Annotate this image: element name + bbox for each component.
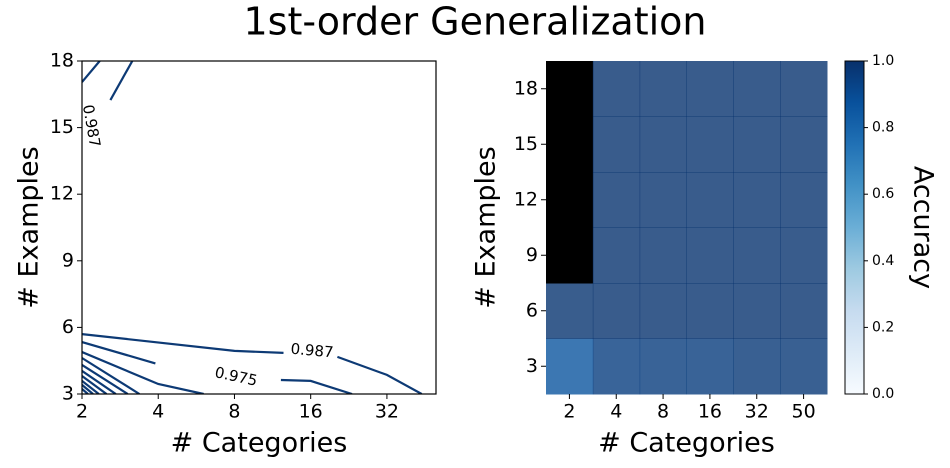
heatmap-cell — [733, 338, 781, 395]
contour-line — [82, 369, 117, 394]
contour-line — [82, 384, 94, 394]
heatmap-cell — [592, 61, 641, 117]
heatmap-cell — [546, 172, 594, 228]
heatmap-cell — [686, 172, 734, 228]
heatmap-cell — [639, 283, 687, 339]
contour-line — [280, 378, 353, 394]
colorbar-title: Accuracy — [908, 166, 939, 289]
x-tick-label: 8 — [657, 401, 669, 423]
y-tick-label: 18 — [514, 77, 538, 99]
plot-frame — [81, 60, 437, 395]
x-tick-label: 2 — [76, 401, 88, 423]
y-axis-title: # Examples — [471, 146, 502, 308]
y-tick-label: 12 — [514, 188, 538, 210]
heatmap-cell — [780, 116, 828, 173]
heatmap-cell — [592, 283, 641, 339]
x-tick-label: 32 — [375, 401, 399, 423]
heatmap-cell — [780, 227, 828, 284]
heatmap-cell — [780, 283, 828, 339]
contour-line — [82, 333, 284, 354]
contour-line — [82, 350, 204, 394]
x-tick-label: 32 — [745, 401, 769, 423]
heatmap-cell — [780, 61, 828, 117]
heatmap-cell — [639, 61, 687, 117]
x-tick-label: 2 — [563, 401, 575, 423]
colorbar-tick-label: 0.0 — [872, 386, 894, 402]
heatmap-cell — [686, 227, 734, 284]
heatmap-cell — [592, 116, 641, 173]
heatmap-cell — [592, 227, 641, 284]
y-tick-label: 6 — [62, 316, 74, 338]
heatmap-cell — [733, 172, 781, 228]
heatmap-cell — [686, 61, 734, 117]
heatmap-cell — [639, 116, 687, 173]
heatmap-cell — [686, 116, 734, 173]
colorbar-tick-label: 0.2 — [872, 319, 894, 335]
colorbar-tick-label: 0.8 — [872, 120, 894, 136]
y-tick-label: 15 — [514, 133, 538, 155]
y-tick-label: 9 — [62, 249, 74, 271]
y-tick-label: 3 — [62, 383, 74, 405]
x-axis-title: # Categories — [598, 428, 775, 459]
heatmap-cell — [686, 338, 734, 395]
colorbar-tick-label: 0.4 — [872, 253, 894, 269]
x-tick-label: 50 — [791, 401, 815, 423]
heatmap-cell — [546, 227, 594, 284]
y-axis-title: # Examples — [14, 146, 45, 308]
heatmap-cell — [780, 172, 828, 228]
heatmap-cell — [733, 283, 781, 339]
heatmap-cell — [733, 116, 781, 173]
x-axis-title: # Categories — [171, 428, 348, 459]
contour-line — [82, 357, 140, 394]
y-tick-label: 9 — [526, 244, 538, 266]
heatmap-cell — [733, 227, 781, 284]
x-tick-label: 4 — [610, 401, 622, 423]
figure-title: 1st-order Generalization — [243, 0, 706, 44]
y-tick-label: 12 — [50, 183, 74, 205]
y-tick-label: 18 — [50, 50, 74, 72]
heatmap-cell — [592, 172, 641, 228]
contour-label: 0.987 — [79, 103, 104, 148]
heatmap-cell — [546, 61, 594, 117]
contour-lines — [82, 61, 423, 394]
contour-line — [82, 375, 108, 394]
contour-line — [337, 355, 423, 394]
contour-line — [109, 61, 134, 101]
heatmap-cell — [546, 283, 594, 339]
heatmap-cell — [733, 61, 781, 117]
x-tick-label: 16 — [698, 401, 722, 423]
x-tick-label: 8 — [228, 401, 240, 423]
heatmap-cell — [592, 338, 641, 395]
contour-line — [82, 61, 101, 83]
heatmap-cell — [546, 338, 594, 395]
heatmap-cell — [639, 172, 687, 228]
heatmap-cell — [639, 227, 687, 284]
x-tick-label: 16 — [299, 401, 323, 423]
heatmap-cell — [639, 338, 687, 395]
contour-line — [82, 363, 129, 394]
contour-line — [82, 341, 156, 365]
heatmap-cell — [686, 283, 734, 339]
contour-label: 0.987 — [290, 340, 334, 362]
heatmap-cell — [780, 338, 828, 395]
contour-line — [82, 388, 89, 394]
y-tick-label: 6 — [526, 299, 538, 321]
y-tick-label: 3 — [526, 355, 538, 377]
contour-line — [82, 380, 100, 394]
colorbar-tick-label: 1.0 — [872, 53, 894, 69]
heatmap-cell — [546, 116, 594, 173]
y-tick-label: 15 — [50, 116, 74, 138]
x-tick-label: 4 — [152, 401, 164, 423]
contour-label: 0.975 — [213, 363, 259, 390]
colorbar — [844, 60, 865, 395]
colorbar-tick-label: 0.6 — [872, 186, 894, 202]
